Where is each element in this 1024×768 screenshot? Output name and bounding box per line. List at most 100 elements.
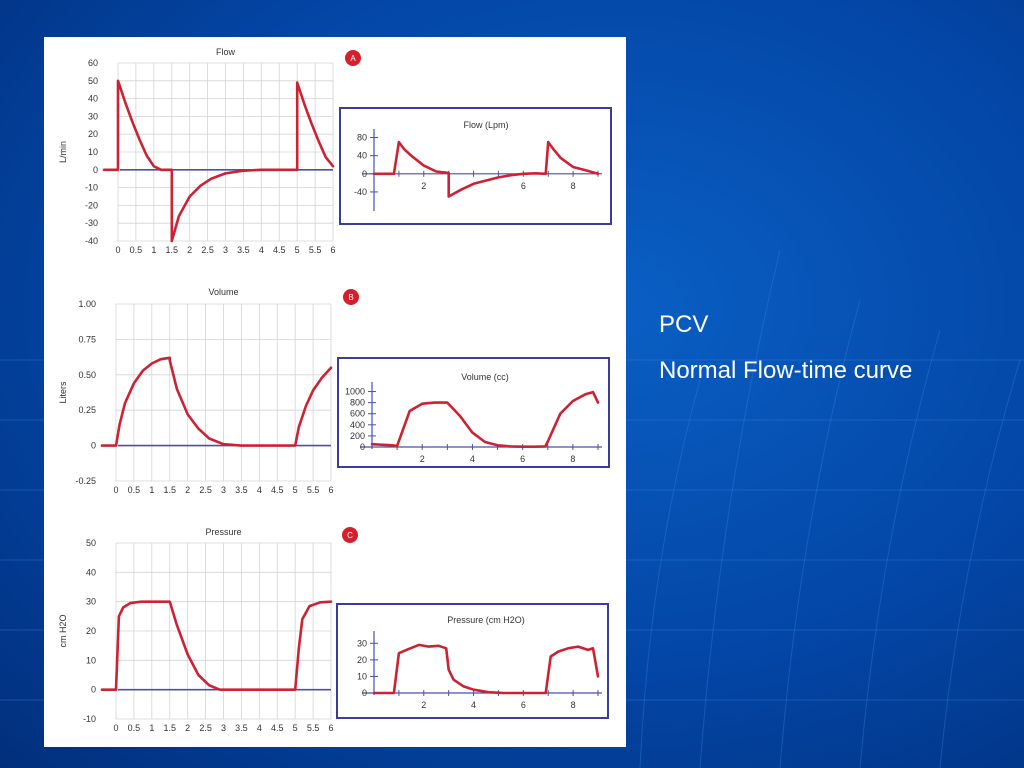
pressure-main-title: Pressure xyxy=(205,527,241,537)
flow-main-y-tick-label: 20 xyxy=(88,129,98,139)
volume-inset-title: Volume (cc) xyxy=(461,372,509,382)
flow-inset-series-line xyxy=(372,140,600,198)
volume-main-x-tick-label: 2 xyxy=(185,485,190,495)
slide-title: PCV xyxy=(659,311,709,338)
pressure-main-x-tick-label: 1 xyxy=(149,723,154,733)
volume-main-y-tick-label: 0 xyxy=(91,441,96,451)
pressure-inset-title: Pressure (cm H2O) xyxy=(447,615,525,625)
volume-main-title: Volume xyxy=(208,287,238,297)
flow-inset-title: Flow (Lpm) xyxy=(463,120,508,130)
volume-inset-y-tick-label: 800 xyxy=(350,398,365,408)
flow-main-x-tick-label: 3.5 xyxy=(237,245,250,255)
flow-main-y-tick-label: 0 xyxy=(93,165,98,175)
pressure-inset-y-tick-label: 0 xyxy=(362,688,367,698)
volume-main-x-tick-label: 3.5 xyxy=(235,485,248,495)
volume-main-y-axis-label: Liters xyxy=(58,381,68,404)
flow-main-x-tick-label: 0.5 xyxy=(130,245,143,255)
flow-main-x-tick-label: 4 xyxy=(259,245,264,255)
volume-inset-x-tick-label: 8 xyxy=(570,454,575,464)
volume-main-y-tick-label: 0.50 xyxy=(78,370,96,380)
volume-inset-y-tick-label: 0 xyxy=(360,442,365,452)
pressure-main-x-tick-label: 2 xyxy=(185,723,190,733)
flow-main-x-tick-label: 5 xyxy=(295,245,300,255)
volume-main-x-tick-label: 1 xyxy=(149,485,154,495)
pressure-main-y-tick-label: 50 xyxy=(86,538,96,548)
pressure-inset-frame xyxy=(336,603,609,719)
volume-main-x-tick-label: 4 xyxy=(257,485,262,495)
flow-main-badge-label: A xyxy=(350,54,356,63)
volume-main-y-tick-label: 1.00 xyxy=(78,299,96,309)
pressure-inset-y-tick-label: 20 xyxy=(357,655,367,665)
flow-inset-y-tick-label: 80 xyxy=(357,133,367,143)
flow-main-x-tick-label: 5.5 xyxy=(309,245,322,255)
pressure-inset-x-tick-label: 4 xyxy=(471,700,476,710)
flow-inset-x-tick-label: 2 xyxy=(421,181,426,191)
volume-main-series-line xyxy=(100,356,333,447)
pressure-main-y-tick-label: 20 xyxy=(86,626,96,636)
pressure-inset-series-line xyxy=(372,643,600,695)
slide-subtitle: Normal Flow-time curve xyxy=(659,357,913,384)
pressure-inset-x-tick-label: 8 xyxy=(571,700,576,710)
flow-main-y-axis-label: L/min xyxy=(58,141,68,163)
pressure-main-x-tick-label: 2.5 xyxy=(199,723,212,733)
volume-main-x-tick-label: 4.5 xyxy=(271,485,284,495)
flow-main-y-tick-label: -20 xyxy=(85,200,98,210)
volume-inset-frame xyxy=(337,357,610,468)
pressure-main-y-axis-label: cm H2O xyxy=(58,614,68,647)
flow-main-x-tick-label: 2.5 xyxy=(201,245,214,255)
pressure-inset-x-tick-label: 6 xyxy=(521,700,526,710)
volume-main-x-tick-label: 5.5 xyxy=(307,485,320,495)
flow-main-y-tick-label: 60 xyxy=(88,58,98,68)
volume-main-x-tick-label: 0.5 xyxy=(128,485,141,495)
flow-main-x-tick-label: 0 xyxy=(115,245,120,255)
volume-main-x-tick-label: 1.5 xyxy=(163,485,176,495)
pressure-main-x-tick-label: 4 xyxy=(257,723,262,733)
flow-main-y-tick-label: -10 xyxy=(85,183,98,193)
volume-main-badge-circle xyxy=(343,289,359,305)
pressure-main-x-tick-label: 3 xyxy=(221,723,226,733)
flow-main-y-tick-label: 10 xyxy=(88,147,98,157)
flow-main-y-tick-label: 50 xyxy=(88,76,98,86)
pressure-inset-x-tick-label: 2 xyxy=(421,700,426,710)
flow-inset-x-tick-label: 6 xyxy=(521,181,526,191)
flow-main-y-tick-label: -30 xyxy=(85,218,98,228)
volume-inset-y-tick-label: 400 xyxy=(350,420,365,430)
volume-inset-x-tick-label: 6 xyxy=(520,454,525,464)
pressure-main-x-tick-label: 1.5 xyxy=(163,723,176,733)
volume-main-y-tick-label: -0.25 xyxy=(75,476,96,486)
flow-main-x-tick-label: 1.5 xyxy=(165,245,178,255)
pressure-main-x-tick-label: 5 xyxy=(293,723,298,733)
flow-inset-y-tick-label: 40 xyxy=(357,151,367,161)
volume-inset-x-tick-label: 4 xyxy=(470,454,475,464)
flow-inset-y-tick-label: 0 xyxy=(362,169,367,179)
flow-main-y-tick-label: -40 xyxy=(85,236,98,246)
flow-inset-y-tick-label: -40 xyxy=(354,187,367,197)
flow-main-x-tick-label: 2 xyxy=(187,245,192,255)
pressure-main-y-tick-label: 0 xyxy=(91,685,96,695)
pressure-main-x-tick-label: 0 xyxy=(113,723,118,733)
pressure-main-x-tick-label: 4.5 xyxy=(271,723,284,733)
volume-main-x-tick-label: 6 xyxy=(328,485,333,495)
pressure-main-y-tick-label: -10 xyxy=(83,714,96,724)
pressure-main-x-tick-label: 6 xyxy=(328,723,333,733)
pressure-inset-y-tick-label: 30 xyxy=(357,638,367,648)
flow-main-y-tick-label: 40 xyxy=(88,94,98,104)
volume-main-y-tick-label: 0.75 xyxy=(78,334,96,344)
figure-panel: Flow 0 0.5 1 1.5 2 2.5 3 3.5 4 4.5 5 5.5 6 60 50 40 30 20 1… xyxy=(44,37,626,747)
flow-main-title: Flow xyxy=(216,47,236,57)
flow-main-series-line xyxy=(102,79,335,243)
volume-inset-x-tick-label: 2 xyxy=(420,454,425,464)
flow-main-x-tick-label: 6 xyxy=(330,245,335,255)
flow-main-badge-circle xyxy=(345,50,361,66)
flow-main-x-tick-label: 3 xyxy=(223,245,228,255)
pressure-inset-y-tick-label: 10 xyxy=(357,671,367,681)
volume-main-x-tick-label: 3 xyxy=(221,485,226,495)
volume-main-badge-label: B xyxy=(348,293,353,302)
flow-main-x-tick-label: 1 xyxy=(151,245,156,255)
pressure-main-x-tick-label: 3.5 xyxy=(235,723,248,733)
volume-inset-series-line xyxy=(370,390,600,449)
pressure-main-y-tick-label: 40 xyxy=(86,567,96,577)
pressure-main-y-tick-label: 10 xyxy=(86,655,96,665)
volume-main-x-tick-label: 2.5 xyxy=(199,485,212,495)
